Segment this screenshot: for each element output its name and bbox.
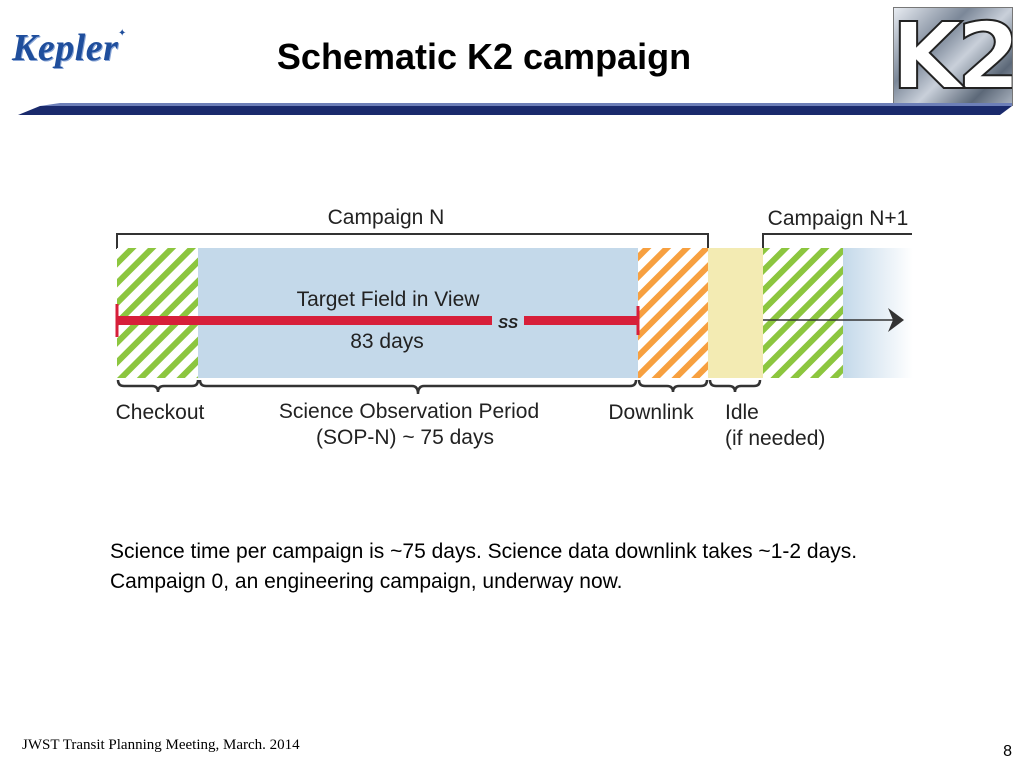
target-field-label: Target Field in View — [297, 288, 481, 311]
phase-sublabel-science: (SOP-N) ~ 75 days — [316, 426, 494, 449]
body-text: Science time per campaign is ~75 days. S… — [110, 540, 858, 593]
timeline-bar-left — [117, 316, 492, 325]
phase-label-science: Science Observation Period — [279, 400, 539, 423]
target-field-days: 83 days — [350, 330, 424, 353]
campaign-n1-bracket — [762, 233, 912, 249]
campaign-diagram: Campaign N Campaign N+1 SS Target Field … — [115, 206, 913, 450]
science-brace — [198, 379, 638, 395]
slide-title: Schematic K2 campaign — [276, 36, 692, 77]
checkout-brace — [116, 379, 200, 393]
k2-logo: K2 — [893, 7, 1013, 106]
timeline-bar-right — [524, 316, 638, 325]
phase-label-checkout: Checkout — [116, 401, 205, 424]
phase-sublabel-idle: (if needed) — [725, 427, 825, 450]
campaign-n1-label: Campaign N+1 — [768, 207, 909, 230]
next-campaign-arrow-icon — [888, 308, 904, 332]
downlink-brace — [637, 379, 709, 393]
campaign-n-bracket — [116, 233, 709, 249]
campaign-n-label: Campaign N — [328, 206, 445, 229]
footer-meeting-label: JWST Transit Planning Meeting, March. 20… — [22, 737, 300, 753]
downlink-hatch-region — [638, 248, 708, 378]
phase-label-downlink: Downlink — [608, 401, 694, 424]
kepler-logo: Kepler — [12, 27, 119, 69]
page-number: 8 — [1003, 743, 1012, 760]
next-campaign-fade-region — [843, 248, 913, 378]
phase-label-idle: Idle — [725, 401, 759, 424]
checkout-hatch-region — [117, 248, 198, 378]
header-divider — [18, 103, 1012, 115]
kepler-logo-star-icon: ✦ — [118, 28, 127, 39]
idle-brace — [708, 379, 762, 393]
next-checkout-hatch-region — [763, 248, 843, 378]
timeline-break-symbol: SS — [498, 315, 518, 332]
idle-region — [708, 248, 763, 378]
science-period-region — [198, 248, 638, 378]
